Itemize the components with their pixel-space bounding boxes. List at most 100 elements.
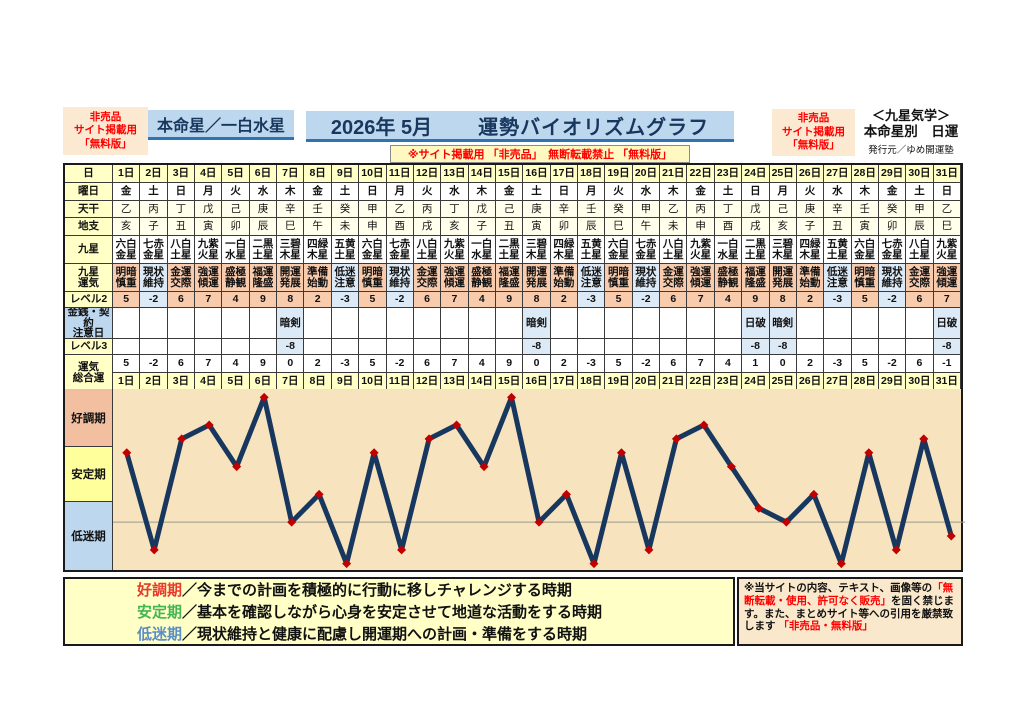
total-luck-cell: 9 [249,355,278,373]
star-luck-cell: 強運 傾運 [933,264,961,292]
data-point-marker [946,531,956,541]
weekday-cell: 木 [660,183,688,201]
stem-cell: 甲 [632,201,661,218]
fortune-calendar-table: 日曜日 天干 地支 九星 九星 運気 レベル2 金銭・契約 注意日 レベル3 運気 総合運 1日金… [63,163,963,393]
nine-star-cell: 六白 金星 [851,236,879,264]
level3-cell [195,339,223,355]
level3-cell [441,339,469,355]
zone-band-1: 好調期 [65,389,113,447]
money-caution-cell [413,308,442,339]
stem-cell: 丁 [167,201,196,218]
star-luck-cell: 開運 発展 [277,264,305,292]
copyright-segment: ※当サイトの内容、テキスト、画像等の [744,582,933,594]
total-luck-cell: 9 [495,355,524,373]
money-caution-cell [714,308,743,339]
total-luck-cell: 0 [769,355,797,373]
level3-cell [167,339,196,355]
star-luck-cell: 福運 隆盛 [249,264,278,292]
nine-star-cell: 七赤 金星 [878,236,907,264]
legend-description: ／今までの計画を積極的に行動に移しチャレンジする時期 [182,582,572,599]
day-header-cell: 2日 [140,165,168,183]
badge-line: サイト掲載用 [74,124,137,137]
data-point-marker [507,392,517,402]
level2-cell: 8 [523,292,551,308]
weekday-cell: 月 [769,183,797,201]
row-label-branch: 地支 [65,218,113,236]
money-caution-cell [906,308,934,339]
nine-star-cell: 五黄 土星 [331,236,360,264]
weekday-cell: 土 [523,183,551,201]
branch-cell: 巳 [605,218,633,236]
data-point-marker [781,517,791,527]
day-header-cell: 3日 [167,165,196,183]
star-luck-cell: 福運 隆盛 [495,264,524,292]
branch-cell: 辰 [906,218,934,236]
money-caution-cell [824,308,852,339]
level3-cell [824,339,852,355]
row-label-money-caution: 金銭・契約 注意日 [65,308,113,339]
stem-cell: 甲 [359,201,387,218]
weekday-cell: 金 [687,183,715,201]
nine-star-cell: 四緑 木星 [796,236,825,264]
stem-cell: 壬 [304,201,332,218]
level3-cell: -8 [933,339,961,355]
level2-cell: 9 [249,292,278,308]
weekday-cell: 木 [277,183,305,201]
badge-line: 非売品 [89,110,122,123]
nine-star-cell: 八白 土星 [413,236,442,264]
stem-cell: 己 [222,201,250,218]
level2-cell: 2 [304,292,332,308]
total-luck-cell: 6 [906,355,934,373]
money-caution-cell [851,308,879,339]
level2-cell: 7 [441,292,469,308]
weekday-cell: 火 [605,183,633,201]
weekday-cell: 水 [441,183,469,201]
branch-cell: 亥 [769,218,797,236]
row-label-level3: レベル3 [65,339,113,355]
stem-cell: 庚 [796,201,825,218]
level2-cell: -2 [632,292,661,308]
data-point-marker [589,559,599,569]
weekday-cell: 金 [878,183,907,201]
money-caution-cell [195,308,223,339]
zone-band-2: 安定期 [65,447,113,502]
nine-star-cell: 二黒 土星 [249,236,278,264]
level3-cell [687,339,715,355]
branch-cell: 午 [632,218,661,236]
stem-cell: 己 [769,201,797,218]
level3-cell [605,339,633,355]
line-plot-area [113,389,965,570]
badge-line: 非売品 [797,112,830,125]
nine-star-cell: 二黒 土星 [742,236,770,264]
stem-cell: 丙 [140,201,168,218]
total-luck-cell: 5 [359,355,387,373]
level3-cell [386,339,414,355]
title-bar: 2026年 5月 運勢バイオリズムグラフ [306,111,734,142]
nine-star-cell: 七赤 金星 [386,236,414,264]
day-header-cell: 29日 [878,165,907,183]
level2-cell: 5 [359,292,387,308]
total-luck-cell: 7 [195,355,223,373]
level3-cell [878,339,907,355]
weekday-cell: 月 [386,183,414,201]
data-point-marker [287,517,297,527]
level2-cell: -3 [578,292,606,308]
star-luck-cell: 明暗 慎重 [359,264,387,292]
school-name: ＜九星気学＞ [871,108,950,123]
branch-cell: 酉 [386,218,414,236]
stem-cell: 戊 [195,201,223,218]
weekday-cell: 土 [331,183,360,201]
money-caution-cell [441,308,469,339]
nine-star-cell: 二黒 土星 [495,236,524,264]
level2-cell: 6 [906,292,934,308]
level3-cell [851,339,879,355]
branch-cell: 亥 [113,218,141,236]
star-luck-cell: 盛極 静観 [222,264,250,292]
stem-cell: 丙 [687,201,715,218]
stem-cell: 戊 [468,201,496,218]
branch-cell: 巳 [277,218,305,236]
level3-cell [714,339,743,355]
nine-star-cell: 一白 水星 [714,236,743,264]
branch-cell: 亥 [441,218,469,236]
data-point-marker [726,462,736,472]
